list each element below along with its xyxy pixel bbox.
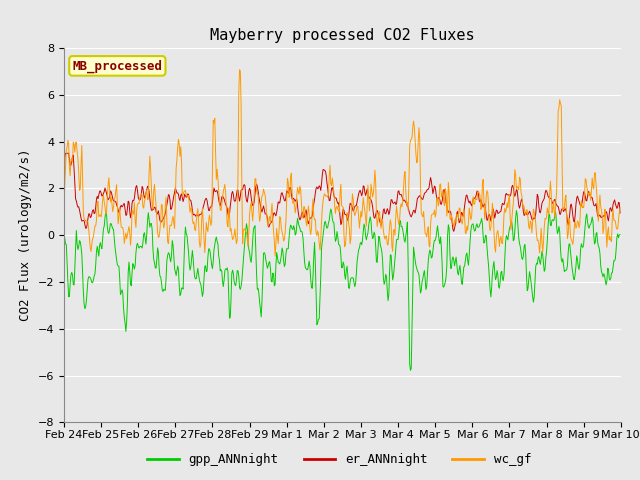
Legend: gpp_ANNnight, er_ANNnight, wc_gf: gpp_ANNnight, er_ANNnight, wc_gf xyxy=(142,448,536,471)
Title: Mayberry processed CO2 Fluxes: Mayberry processed CO2 Fluxes xyxy=(210,28,475,43)
Y-axis label: CO2 Flux (urology/m2/s): CO2 Flux (urology/m2/s) xyxy=(19,149,32,322)
Text: MB_processed: MB_processed xyxy=(72,59,163,72)
